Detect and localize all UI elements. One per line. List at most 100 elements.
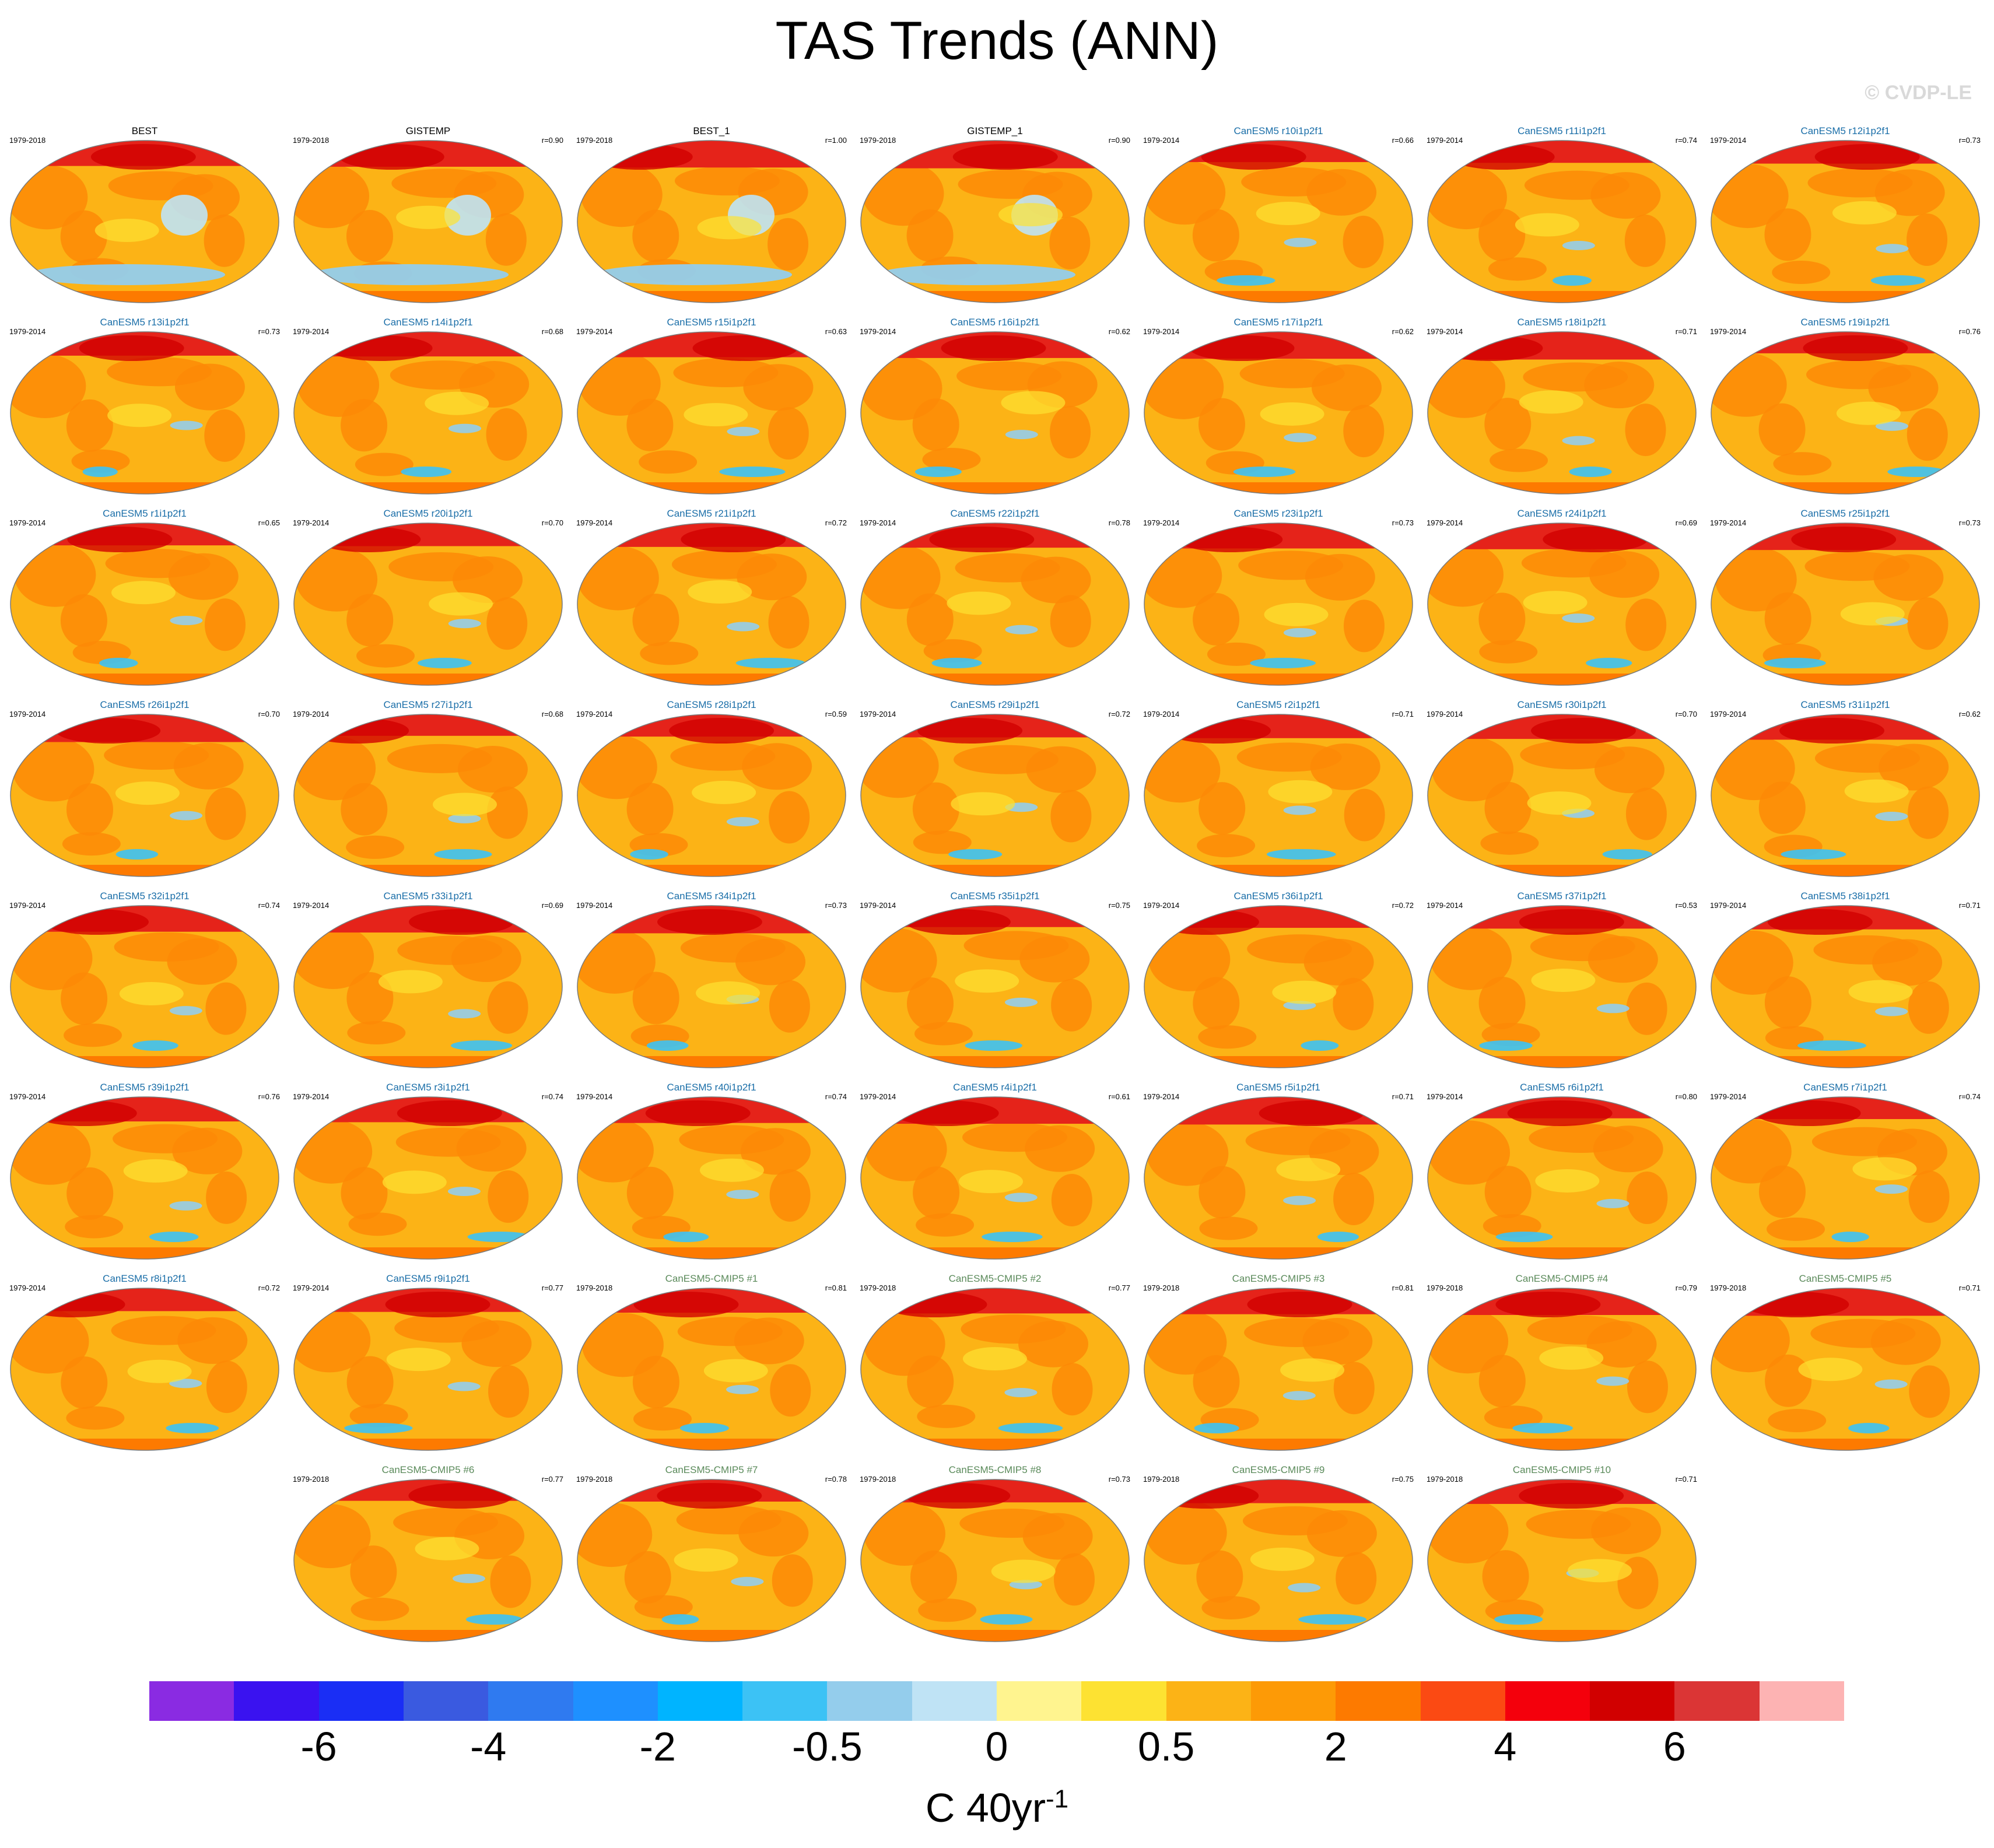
map-outline xyxy=(10,331,279,495)
map-panel: 1979-2014 CanESM5 r24i1p2f1 r=0.69 xyxy=(1422,502,1702,690)
cooling-patch xyxy=(169,1006,202,1016)
cooling-patch xyxy=(1266,849,1336,860)
weak-warming-region xyxy=(1280,1358,1345,1382)
land-warming-region xyxy=(959,1509,1065,1538)
colorbar-segment xyxy=(1505,1681,1590,1721)
weak-warming-region xyxy=(1272,980,1337,1004)
land-warming-region xyxy=(356,644,415,668)
southern-band xyxy=(1711,1056,1979,1068)
trend-map xyxy=(577,331,846,495)
map-outline xyxy=(577,1288,846,1451)
land-warming-region xyxy=(956,361,1062,391)
panel-title: CanESM5 r17i1p2f1 xyxy=(1233,317,1323,328)
panel-correlation: r=0.53 xyxy=(1675,901,1697,910)
cooling-patch xyxy=(27,264,225,285)
cooling-patch xyxy=(630,849,668,860)
arctic-hotspot xyxy=(1507,1100,1613,1126)
map-outline xyxy=(577,523,846,686)
map-panel: 1979-2018 CanESM5-CMIP5 #10 r=0.71 xyxy=(1422,1458,1702,1646)
colorbar-segment xyxy=(657,1681,743,1721)
land-warming-region xyxy=(1813,935,1919,965)
land-warming-region xyxy=(1053,1553,1095,1606)
cooling-patch xyxy=(161,195,208,236)
arctic-hotspot xyxy=(1803,335,1908,361)
panel-title: CanESM5-CMIP5 #5 xyxy=(1799,1273,1892,1284)
panel-years: 1979-2018 xyxy=(9,136,46,145)
panel-correlation: r=0.71 xyxy=(1675,327,1697,336)
map-outline xyxy=(860,523,1130,686)
map-panel: 1979-2018 GISTEMP r=0.90 xyxy=(288,120,568,307)
land-warming-region xyxy=(387,744,492,773)
trend-map xyxy=(293,1288,563,1451)
cooling-patch xyxy=(982,1232,1043,1242)
land-warming-region xyxy=(954,745,1059,774)
cooling-patch xyxy=(727,426,760,436)
land-warming-region xyxy=(341,783,388,836)
colorbar-segment xyxy=(318,1681,404,1721)
land-warming-region xyxy=(1344,788,1385,841)
land-warming-region xyxy=(346,835,405,859)
weak-warming-region xyxy=(115,781,180,805)
trend-map xyxy=(293,331,563,495)
panel-correlation: r=0.65 xyxy=(258,518,280,527)
weak-warming-region xyxy=(955,969,1019,993)
land-warming-region xyxy=(1627,1360,1669,1414)
map-outline xyxy=(10,905,279,1068)
land-warming-region xyxy=(1236,742,1342,772)
land-warming-region xyxy=(206,1171,247,1224)
map-outline xyxy=(1711,714,1980,877)
cooling-patch xyxy=(1217,275,1275,286)
land-warming-region xyxy=(577,546,659,611)
arctic-hotspot xyxy=(339,144,444,170)
land-warming-region xyxy=(488,1170,529,1223)
map-outline xyxy=(1711,1288,1980,1451)
weak-warming-region xyxy=(1535,1169,1600,1193)
arctic-hotspot xyxy=(1438,335,1543,361)
map-outline xyxy=(10,714,279,877)
weak-warming-region xyxy=(688,580,752,604)
panel-correlation: r=0.80 xyxy=(1675,1092,1697,1101)
cooling-patch xyxy=(1596,1004,1629,1014)
arctic-hotspot xyxy=(397,1100,502,1126)
land-warming-region xyxy=(624,1551,671,1604)
cooling-patch xyxy=(719,467,786,477)
arctic-hotspot xyxy=(1767,909,1873,935)
land-warming-region xyxy=(205,598,246,651)
colorbar-tick-label: 0.5 xyxy=(1137,1724,1195,1769)
land-warming-region xyxy=(1199,1216,1258,1240)
panel-years: 1979-2014 xyxy=(1710,327,1747,336)
land-warming-region xyxy=(1193,977,1240,1030)
land-warming-region xyxy=(104,741,209,770)
cooling-patch xyxy=(1317,1232,1359,1242)
map-panel: 1979-2018 CanESM5-CMIP5 #5 r=0.71 xyxy=(1705,1267,1985,1455)
land-warming-region xyxy=(1336,1552,1377,1605)
map-panel: 1979-2014 CanESM5 r30i1p2f1 r=0.70 xyxy=(1422,693,1702,881)
land-warming-region xyxy=(395,1127,501,1157)
panel-correlation: r=0.73 xyxy=(1958,518,1981,527)
cooling-patch xyxy=(980,1614,1033,1625)
southern-band xyxy=(1428,674,1696,685)
southern-band xyxy=(1711,291,1979,303)
land-warming-region xyxy=(1523,362,1628,392)
map-panel: 1979-2014 CanESM5 r5i1p2f1 r=0.71 xyxy=(1138,1076,1418,1264)
trend-map xyxy=(1144,905,1413,1068)
map-outline xyxy=(1711,331,1980,495)
arctic-hotspot xyxy=(681,527,786,552)
southern-band xyxy=(10,291,279,303)
land-warming-region xyxy=(1526,1509,1631,1539)
panel-correlation: r=0.72 xyxy=(1108,710,1130,718)
land-warming-region xyxy=(487,981,528,1034)
land-warming-region xyxy=(1764,592,1811,645)
map-panel: 1979-2018 GISTEMP_1 r=0.90 xyxy=(855,120,1135,307)
map-panel: 1979-2014 CanESM5 r26i1p2f1 r=0.70 xyxy=(5,693,285,881)
panel-title: CanESM5 r14i1p2f1 xyxy=(383,317,473,328)
weak-warming-region xyxy=(998,203,1063,227)
land-warming-region xyxy=(677,1317,783,1346)
map-panel: 1979-2014 CanESM5 r11i1p2f1 r=0.74 xyxy=(1422,120,1702,307)
weak-warming-region xyxy=(1268,780,1333,804)
watermark: © CVDP-LE xyxy=(1865,82,1972,104)
land-warming-region xyxy=(1051,1173,1092,1226)
southern-band xyxy=(1144,1247,1413,1259)
southern-band xyxy=(10,1439,279,1450)
weak-warming-region xyxy=(396,205,461,229)
